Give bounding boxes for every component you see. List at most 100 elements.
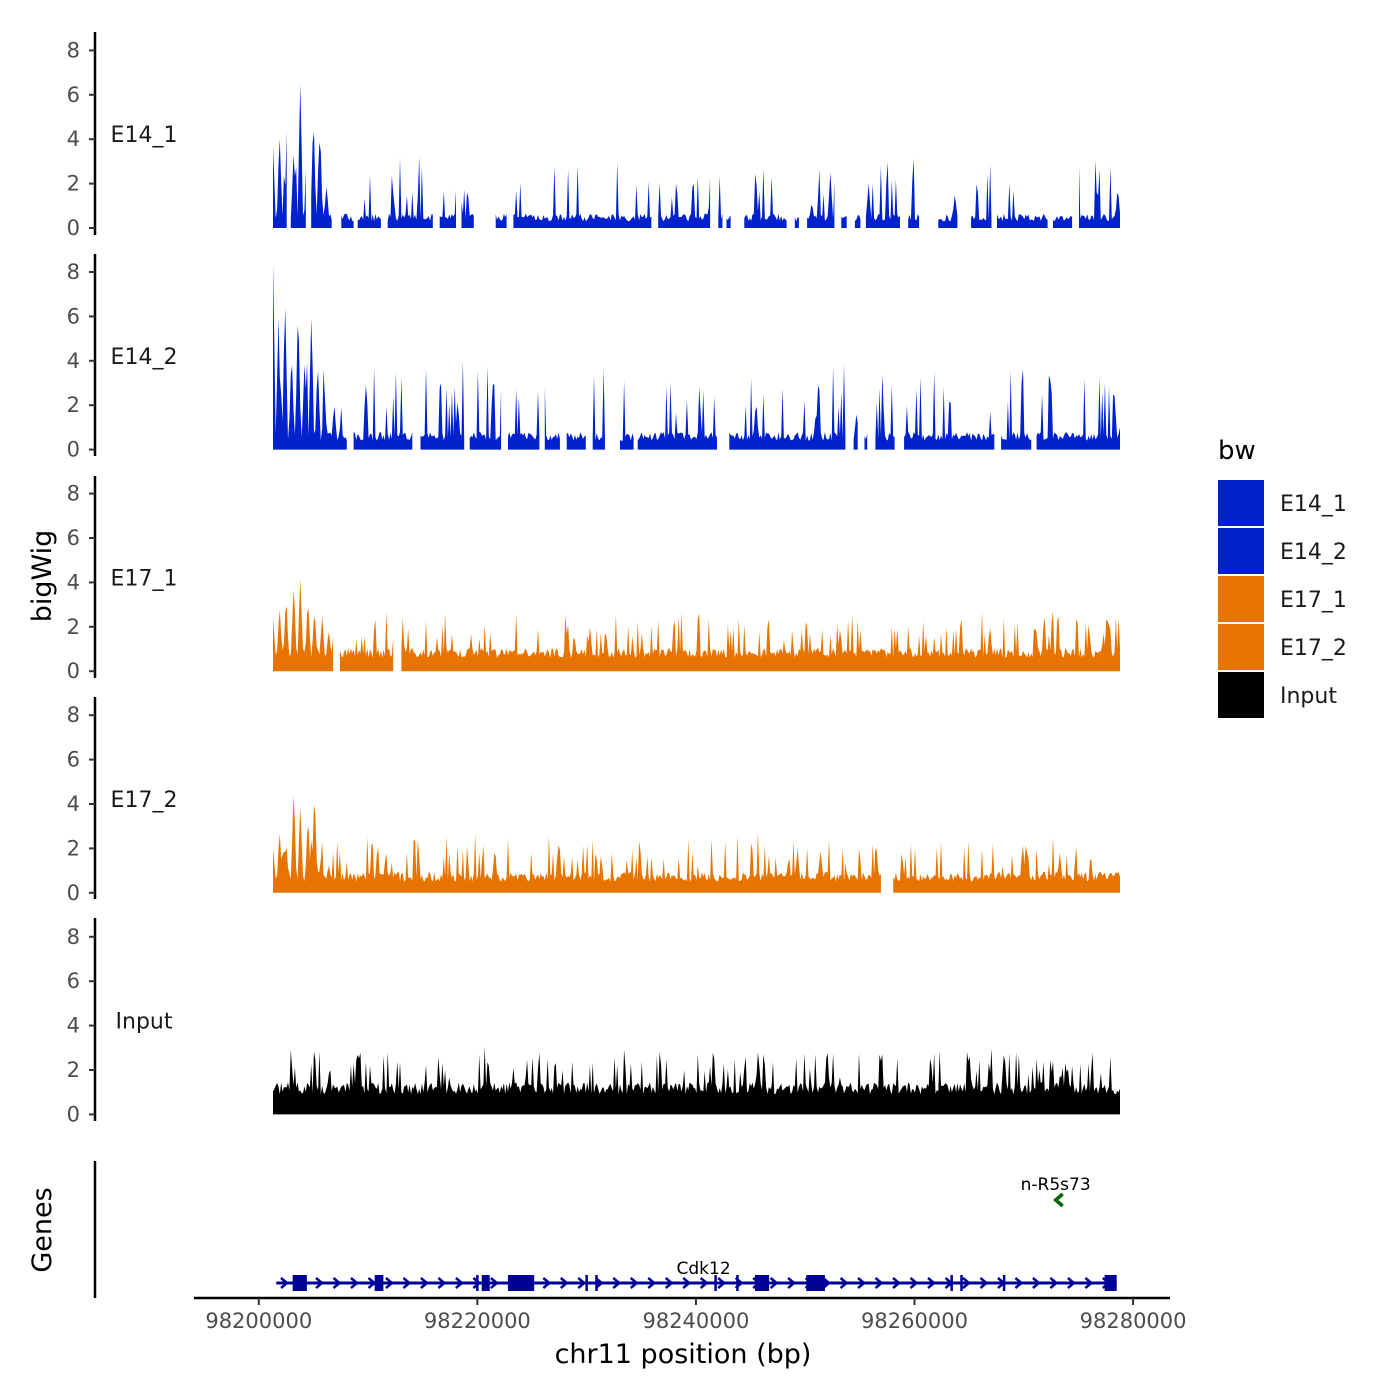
coverage-area (718, 176, 723, 228)
coverage-area (807, 169, 835, 228)
y-tick-label: 6 (67, 526, 80, 550)
y-tick-label: 4 (67, 127, 80, 151)
strand-arrow (822, 1277, 832, 1289)
strand-arrow (909, 1277, 919, 1289)
y-tick-label: 2 (67, 1058, 80, 1082)
coverage-area (729, 364, 846, 450)
coverage-area (387, 156, 433, 228)
coverage-area (353, 367, 413, 450)
gene-exon (754, 1275, 770, 1291)
strand-arrow (927, 1277, 936, 1289)
coverage-area (875, 374, 895, 450)
coverage-area (592, 368, 605, 450)
strand-arrow (542, 1277, 552, 1289)
y-axis-title: bigWig (27, 530, 58, 623)
y-tick-label: 6 (67, 969, 80, 993)
strand-arrow (559, 1277, 569, 1289)
coverage-area (864, 434, 868, 450)
coverage-area (637, 382, 717, 450)
coverage-area (273, 795, 881, 893)
coverage-area (341, 213, 354, 228)
y-tick-label: 8 (67, 482, 80, 506)
x-tick-label: 98260000 (861, 1309, 968, 1333)
legend-label: Input (1280, 684, 1337, 709)
strand-arrow (455, 1277, 464, 1289)
track-label: Input (116, 1010, 173, 1035)
strand-arrow (664, 1277, 674, 1289)
legend-label: E14_1 (1280, 492, 1347, 517)
coverage-area (744, 168, 787, 228)
coverage-area (1001, 369, 1032, 450)
coverage-area (865, 162, 900, 228)
x-axis: 98200000 98220000 98240000 98260000 98280000 (194, 1296, 1187, 1333)
legend-swatch (1218, 672, 1264, 718)
strand-arrow (629, 1277, 639, 1289)
coverage-area (726, 215, 731, 228)
coverage-area (469, 365, 502, 450)
coverage-area (1079, 160, 1120, 228)
y-tick-label: 8 (67, 38, 80, 62)
track-E14_1: 0 2 4 6 8 E14_1 (67, 32, 1120, 240)
y-tick-label: 6 (67, 83, 80, 107)
legend-label: E14_2 (1280, 540, 1347, 565)
legend-swatch (1218, 480, 1264, 526)
legend-swatch (1218, 624, 1264, 670)
strand-arrow (332, 1277, 342, 1289)
coverage-area (658, 176, 711, 228)
x-tick-label: 98280000 (1080, 1309, 1187, 1333)
strand-arrow (962, 1277, 971, 1289)
y-tick-label: 4 (67, 570, 80, 594)
legend-swatch (1218, 528, 1264, 574)
strand-arrow (1049, 1277, 1059, 1289)
coverage-area (854, 214, 861, 228)
coverage-area (908, 158, 920, 228)
strand-arrow (1084, 1277, 1094, 1289)
strand-arrow (682, 1277, 692, 1289)
strand-arrow (612, 1277, 622, 1289)
strand-arrow (839, 1277, 849, 1289)
coverage-area (273, 578, 334, 672)
strand-arrow (874, 1277, 884, 1289)
strand-arrow (979, 1277, 989, 1289)
track-E17_1: 0 2 4 6 8 E17_1 (67, 476, 1120, 683)
gene-exon (507, 1275, 535, 1291)
coverage-area (420, 361, 465, 450)
coverage-area (938, 195, 958, 228)
coverage-area (513, 162, 652, 228)
coverage-tracks: 0 2 4 6 8 E14_1 0 2 4 6 8 E14_2 0 2 4 6 8 E17_1 0 2 4 6 8 E17_2… (67, 32, 1120, 1126)
strand-arrow (1032, 1277, 1041, 1289)
x-tick-label: 98200000 (205, 1309, 312, 1333)
strand-arrow (437, 1277, 447, 1289)
strand-arrow (769, 1277, 779, 1289)
strand-arrow (717, 1277, 727, 1289)
coverage-area (904, 371, 995, 450)
coverage-area (339, 611, 394, 672)
coverage-area (290, 83, 306, 228)
coverage-area (971, 164, 992, 228)
y-tick-label: 8 (67, 925, 80, 949)
coverage-area (401, 611, 1120, 672)
strand-arrow (402, 1277, 412, 1289)
legend-label: E17_1 (1280, 588, 1347, 613)
gene-exon (806, 1275, 825, 1291)
strand-arrow (1014, 1277, 1024, 1289)
strand-arrow (315, 1277, 324, 1289)
y-tick-label: 4 (67, 1014, 80, 1038)
track-label: E14_1 (111, 123, 178, 148)
legend: bw E14_1 E14_2 E17_1 E17_2 Input (1218, 436, 1347, 718)
strand-arrow (1067, 1277, 1076, 1289)
gene-exon (1104, 1275, 1117, 1291)
coverage-area (357, 175, 381, 228)
gene-n-R5s73: n-R5s73 (1021, 1175, 1091, 1208)
coverage-area (853, 414, 858, 450)
coverage-area (461, 189, 474, 228)
track-E14_2: 0 2 4 6 8 E14_2 (67, 254, 1120, 462)
strand-arrow (490, 1277, 499, 1289)
coverage-area (566, 432, 586, 450)
coverage-area (273, 263, 347, 450)
gene-exon (374, 1275, 384, 1291)
strand-arrow (594, 1277, 604, 1289)
y-tick-label: 0 (67, 659, 80, 683)
coverage-area (893, 836, 1120, 893)
y-tick-label: 2 (67, 615, 80, 639)
